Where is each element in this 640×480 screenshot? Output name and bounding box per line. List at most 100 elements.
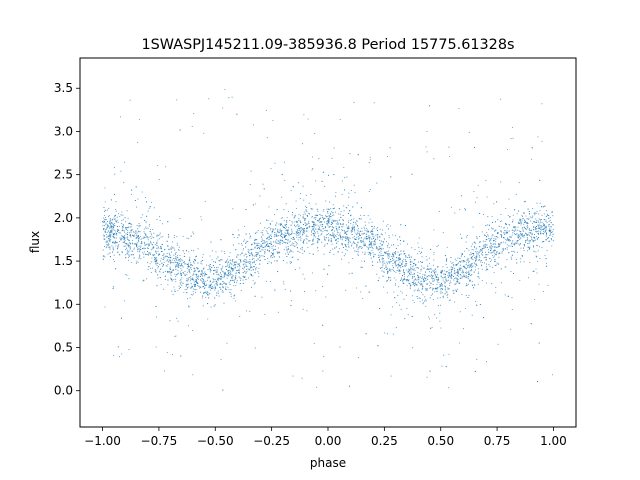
data-point	[430, 294, 432, 296]
data-point	[371, 238, 373, 240]
data-point	[432, 289, 434, 291]
data-point	[368, 247, 370, 249]
data-point	[133, 248, 135, 250]
data-point	[421, 256, 423, 258]
data-point	[493, 203, 495, 205]
data-point	[268, 226, 270, 228]
data-point	[302, 232, 304, 234]
data-point	[529, 261, 531, 264]
data-point	[301, 229, 303, 231]
data-point	[273, 214, 275, 216]
data-point	[332, 211, 334, 214]
data-point	[302, 216, 304, 218]
data-point	[245, 271, 247, 274]
data-point	[402, 280, 404, 282]
data-point	[109, 256, 111, 258]
data-point	[433, 253, 435, 255]
data-point	[215, 283, 217, 285]
data-point	[283, 234, 285, 236]
data-point	[215, 287, 217, 289]
data-point	[422, 302, 424, 304]
data-point	[140, 245, 142, 247]
data-point	[459, 208, 461, 211]
data-point	[171, 272, 173, 274]
data-point	[340, 236, 342, 238]
data-point	[345, 240, 347, 242]
data-point	[240, 254, 242, 256]
data-point	[303, 218, 305, 220]
data-point	[445, 278, 447, 280]
data-point	[375, 238, 377, 240]
data-point	[534, 298, 536, 300]
data-point	[236, 261, 238, 263]
data-point	[485, 269, 487, 272]
data-point	[290, 261, 293, 263]
data-point	[176, 274, 178, 276]
data-point	[379, 243, 381, 245]
data-point	[481, 261, 483, 263]
data-point	[108, 244, 110, 246]
data-point	[519, 233, 521, 235]
data-point	[299, 220, 301, 222]
data-point	[363, 240, 365, 243]
data-point	[287, 253, 290, 255]
data-point	[368, 162, 370, 164]
data-point	[470, 266, 472, 268]
data-point	[534, 226, 536, 228]
data-point	[134, 243, 136, 245]
data-point	[161, 250, 163, 252]
data-point	[511, 229, 513, 231]
data-point	[331, 211, 333, 213]
data-point	[378, 246, 380, 248]
data-point	[437, 279, 440, 281]
data-point	[136, 234, 138, 236]
data-point	[437, 244, 439, 246]
data-point	[214, 289, 216, 291]
data-point	[377, 345, 379, 347]
data-point	[323, 253, 325, 255]
data-point	[160, 260, 162, 262]
data-point	[201, 256, 203, 258]
data-point	[449, 299, 451, 301]
data-point	[108, 238, 111, 240]
data-point	[379, 236, 381, 238]
data-point	[125, 273, 127, 275]
data-point	[447, 287, 449, 289]
data-point	[545, 258, 547, 260]
data-point	[533, 237, 535, 239]
data-point	[346, 176, 348, 178]
data-point	[228, 288, 230, 290]
data-point	[495, 241, 497, 243]
data-point	[471, 264, 473, 266]
data-point	[152, 267, 154, 269]
data-point	[550, 238, 552, 240]
data-point	[353, 241, 355, 243]
data-point	[546, 249, 548, 251]
data-point	[392, 253, 394, 255]
data-point	[136, 232, 138, 234]
data-point	[111, 222, 113, 225]
data-point	[234, 267, 236, 269]
data-point	[238, 264, 240, 266]
data-point	[387, 276, 390, 278]
data-point	[477, 268, 479, 270]
data-point	[363, 260, 366, 262]
data-point	[359, 230, 361, 232]
data-point	[368, 222, 370, 224]
data-point	[506, 232, 508, 234]
data-point	[487, 235, 489, 237]
data-point	[192, 265, 194, 267]
data-point	[328, 239, 330, 241]
data-point	[501, 220, 503, 222]
data-point	[184, 274, 186, 276]
data-point	[151, 248, 153, 250]
data-point	[273, 249, 275, 251]
data-point	[357, 230, 359, 232]
data-point	[377, 257, 379, 259]
data-point	[141, 243, 143, 245]
data-point	[158, 234, 160, 236]
data-point	[516, 242, 518, 244]
data-point	[164, 256, 166, 258]
data-point	[222, 291, 224, 293]
data-point	[229, 266, 231, 268]
